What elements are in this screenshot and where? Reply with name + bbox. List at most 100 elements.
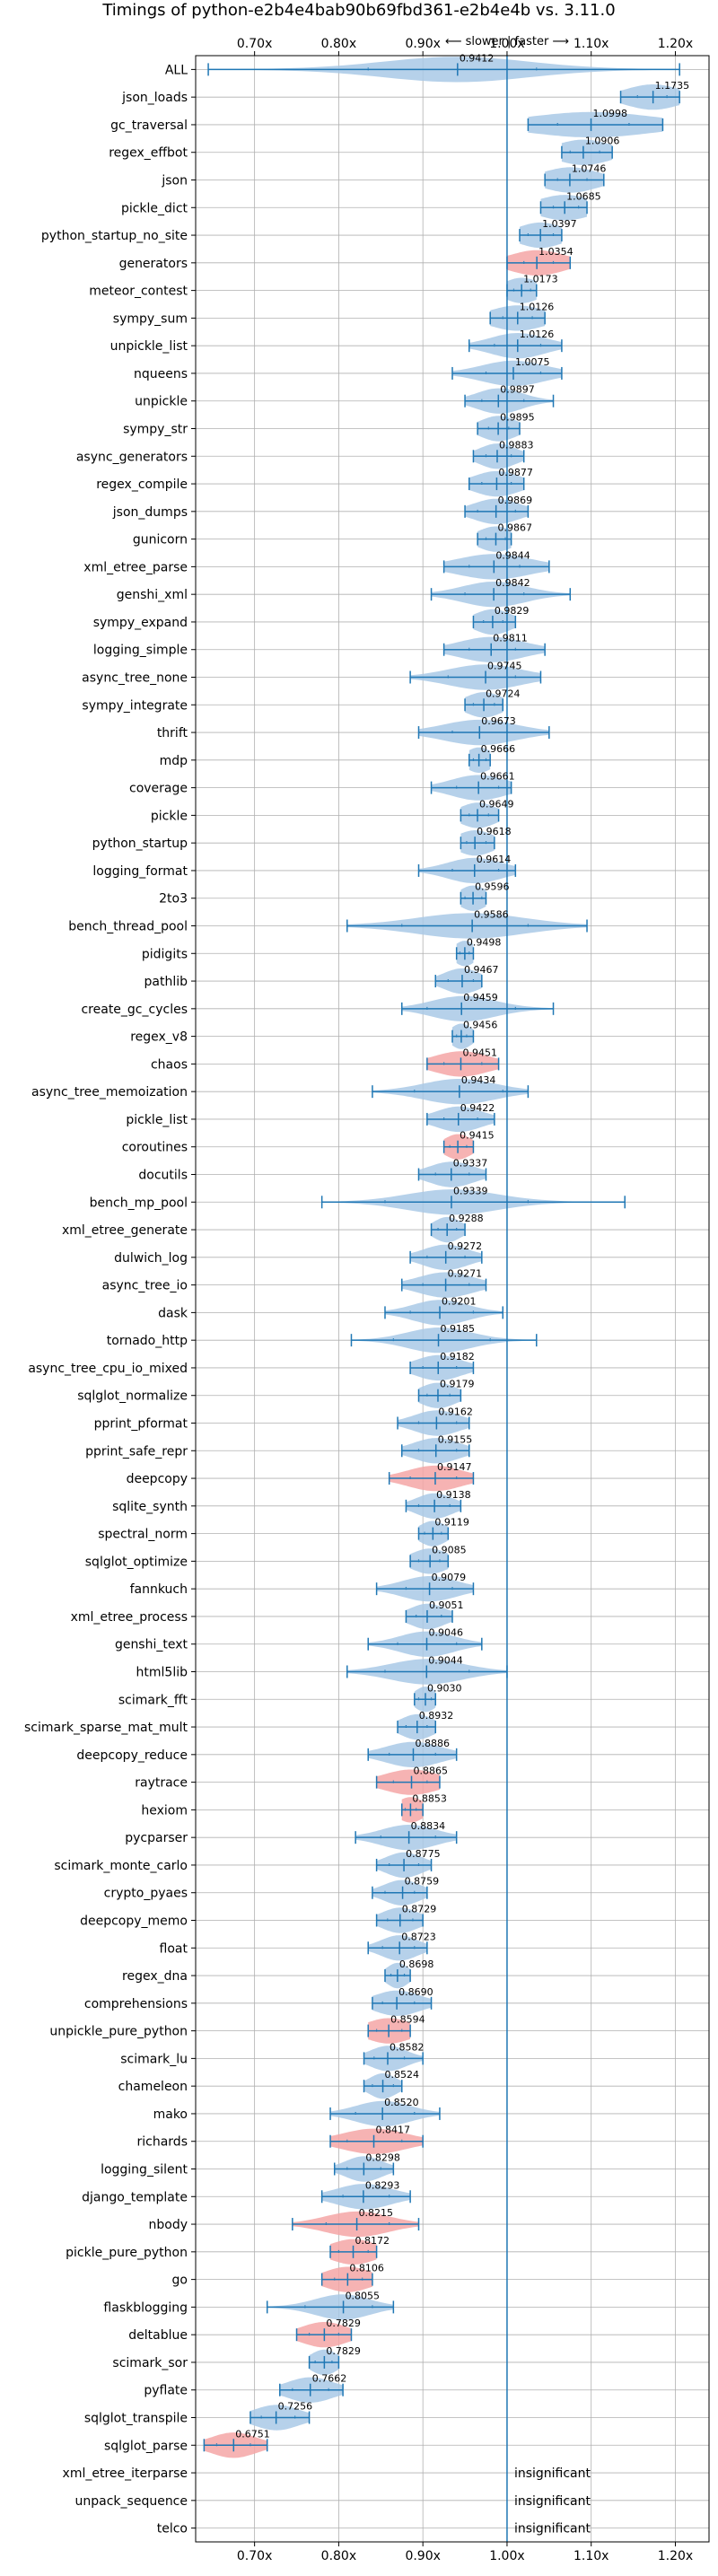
benchmark-label: pycparser <box>125 1831 188 1845</box>
benchmark-label: pathlib <box>144 975 188 989</box>
benchmark-label: xml_etree_generate <box>62 1223 188 1238</box>
benchmark-label: python_startup_no_site <box>41 229 188 243</box>
benchmark-label: pickle <box>151 809 188 823</box>
median-value-label: 0.9155 <box>438 1433 472 1445</box>
benchmark-label: pyflate <box>144 2384 188 2398</box>
label-layer: 0.70x 0.70x 0.80x 0.80x 0.90x 0.90x 1.00x 1.00x… <box>24 37 693 2563</box>
benchmark-label: chameleon <box>118 2080 188 2094</box>
median-value-label: 1.0126 <box>520 301 555 312</box>
median-value-label: 0.9415 <box>460 1130 495 1142</box>
benchmark-label: generators <box>119 257 188 271</box>
benchmark-label: hexiom <box>141 1803 188 1818</box>
median-value-label: 0.8594 <box>390 2014 425 2026</box>
median-value-label: 0.9895 <box>500 412 535 424</box>
median-value-label: 0.9185 <box>441 1323 475 1335</box>
median-value-label: 0.9498 <box>467 936 502 948</box>
benchmark-label: mako <box>153 2107 188 2122</box>
median-value-label: 0.9030 <box>427 1682 461 1694</box>
median-value-label: 0.8106 <box>349 2263 384 2274</box>
median-value-label: 0.8759 <box>405 1876 440 1888</box>
benchmark-label: raytrace <box>135 1776 188 1791</box>
benchmark-label: scimark_lu <box>120 2052 188 2066</box>
median-value-label: 0.8729 <box>402 1904 437 1915</box>
median-value-label: 0.8853 <box>412 1792 447 1804</box>
benchmark-label: create_gc_cycles <box>81 1003 188 1017</box>
benchmark-label: ALL <box>165 63 188 77</box>
violin-layer <box>203 56 680 2542</box>
median-value-label: 0.9271 <box>448 1268 483 1280</box>
benchmark-label: unpickle_pure_python <box>49 2025 188 2039</box>
benchmark-label: python_startup <box>92 837 188 851</box>
benchmark-label: pickle_pure_python <box>66 2246 188 2260</box>
median-value-label: 0.9422 <box>460 1102 495 1114</box>
benchmark-label: chaos <box>151 1057 188 1072</box>
median-value-label: 0.8886 <box>415 1738 450 1749</box>
median-value-label: 0.6751 <box>235 2428 270 2440</box>
median-value-label: 0.8582 <box>390 2041 425 2053</box>
x-tick-label-top: 0.70x <box>237 37 272 51</box>
benchmark-label: sqlite_synth <box>112 1500 188 1514</box>
median-value-label: 0.9811 <box>493 633 528 644</box>
median-value-label: 0.8172 <box>355 2235 390 2247</box>
median-value-label: 0.9119 <box>434 1517 468 1529</box>
benchmark-label: regex_v8 <box>130 1030 188 1045</box>
benchmark-label: dask <box>158 1306 188 1320</box>
benchmark-label: django_template <box>82 2190 188 2204</box>
median-value-label: 0.9044 <box>428 1655 463 1667</box>
median-value-label: 0.9586 <box>474 909 509 921</box>
benchmark-label: logging_simple <box>93 644 188 658</box>
median-value-label: 0.8055 <box>346 2290 381 2301</box>
benchmark-label: sqlglot_transpile <box>84 2412 188 2426</box>
median-value-label: 0.9614 <box>477 854 512 865</box>
x-tick-label-bottom: 1.20x <box>658 2549 693 2563</box>
benchmark-label: sympy_str <box>123 423 188 437</box>
median-value-label: 0.8932 <box>419 1710 454 1722</box>
benchmark-label: async_tree_memoization <box>31 1085 188 1100</box>
benchmark-label: deepcopy_reduce <box>76 1748 188 1763</box>
insignificant-label: insignificant <box>514 2466 591 2481</box>
benchmark-label: deepcopy <box>127 1472 188 1486</box>
median-value-label: 0.9829 <box>495 605 530 617</box>
benchmark-label: docutils <box>138 1169 188 1183</box>
x-tick-label-bottom: 0.90x <box>405 2549 440 2563</box>
median-value-label: 0.9051 <box>429 1599 464 1611</box>
x-tick-label-bottom: 0.80x <box>321 2549 356 2563</box>
benchmark-label: pprint_pformat <box>94 1417 188 1432</box>
median-value-label: 1.0906 <box>585 136 620 147</box>
benchmark-label: richards <box>137 2135 188 2150</box>
benchmark-label: pidigits <box>142 947 188 961</box>
median-value-label: 0.8775 <box>406 1848 441 1860</box>
benchmark-label: go <box>172 2274 188 2288</box>
median-value-label: 0.9673 <box>481 715 516 727</box>
benchmark-label: xml_etree_iterparse <box>63 2466 188 2481</box>
benchmark-label: logging_format <box>92 864 188 879</box>
x-tick-label-bottom: 0.70x <box>237 2549 272 2563</box>
benchmark-label: sqlglot_parse <box>104 2439 188 2453</box>
benchmark-label: json_loads <box>121 91 188 105</box>
median-value-label: 0.9182 <box>440 1351 475 1362</box>
median-value-label: 1.0746 <box>572 163 607 175</box>
median-value-label: 0.9842 <box>495 577 530 589</box>
benchmark-label: xml_etree_process <box>71 1610 188 1625</box>
benchmark-label: regex_effbot <box>109 146 188 161</box>
benchmark-label: coroutines <box>122 1141 188 1155</box>
benchmark-label: mdp <box>160 754 188 768</box>
benchmark-label: gc_traversal <box>110 118 188 133</box>
benchmark-label: json <box>161 174 188 188</box>
benchmark-label: tornado_http <box>107 1334 188 1348</box>
median-value-label: 0.9666 <box>481 743 516 755</box>
benchmark-label: pprint_safe_repr <box>85 1444 188 1459</box>
x-tick-label-top: 0.80x <box>321 37 356 51</box>
median-value-label: 0.8293 <box>365 2179 400 2191</box>
benchmark-label: async_generators <box>76 450 188 464</box>
median-value-label: 0.8690 <box>398 1986 433 1998</box>
benchmark-label: pickle_dict <box>121 201 188 215</box>
benchmark-label: async_tree_io <box>102 1279 188 1293</box>
median-value-label: 0.7829 <box>326 2345 361 2357</box>
median-value-label: 0.9467 <box>464 964 499 976</box>
benchmark-label: comprehensions <box>84 1997 188 2011</box>
benchmark-label: json_dumps <box>112 505 188 520</box>
insignificant-label: insignificant <box>514 2522 591 2537</box>
